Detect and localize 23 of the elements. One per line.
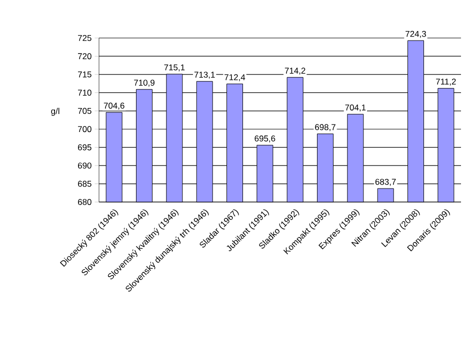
data-label: 710,9	[134, 80, 154, 87]
data-label: 715,1	[164, 64, 185, 72]
data-label: 712,4	[224, 74, 246, 82]
y-tick-label: 695	[78, 144, 92, 150]
data-label: 711,2	[436, 78, 456, 86]
y-tick-label: 685	[78, 180, 92, 187]
data-label: 714,2	[284, 68, 306, 75]
y-axis-title: g/l	[51, 108, 60, 116]
y-tick-label: 715	[78, 71, 92, 78]
y-tick-label: 680	[78, 199, 92, 205]
data-label: 713,1	[194, 72, 215, 79]
data-label: 704,1	[345, 104, 366, 112]
y-tick-label: 700	[78, 126, 92, 132]
data-label: 698,7	[315, 124, 336, 132]
y-tick-label: 690	[78, 162, 92, 169]
y-tick-label: 710	[78, 90, 92, 96]
y-tick-label: 720	[78, 53, 92, 60]
data-label: 724,3	[406, 30, 426, 38]
data-label: 704,6	[104, 102, 124, 110]
y-tick-label: 725	[78, 35, 92, 41]
y-tick-label: 705	[78, 108, 92, 114]
data-label: 695,6	[254, 135, 276, 142]
data-label: 683,7	[375, 178, 396, 186]
